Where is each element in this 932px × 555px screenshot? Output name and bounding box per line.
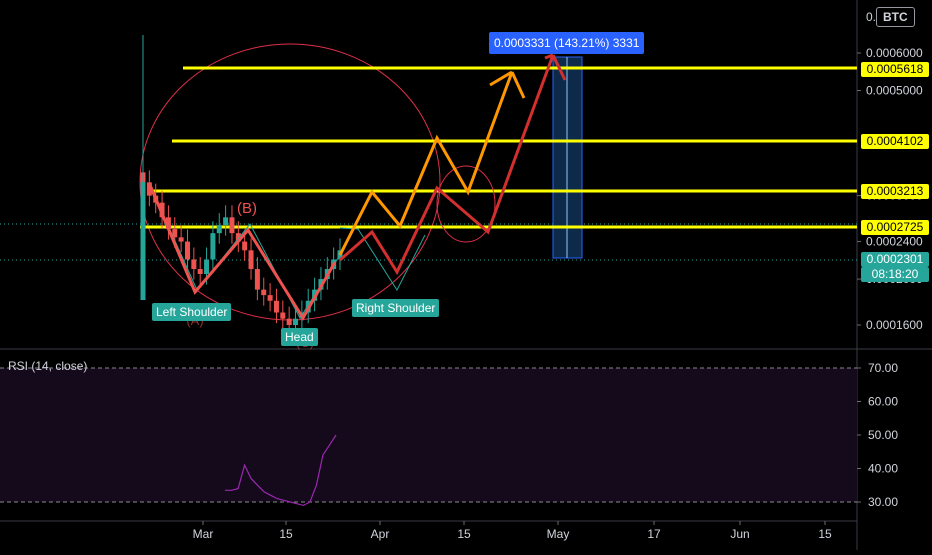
price-tag-level-1: 0.0005618 [861,62,929,77]
rsi-tick-label: 40.00 [868,462,898,476]
rsi-band [0,368,857,502]
rsi-tick-label: 70.00 [868,361,898,375]
candle-body [235,233,241,242]
candle-body [273,300,279,313]
candle-spike-body [140,182,146,300]
pattern-circle [139,43,441,321]
price-tag-countdown: 08:18:20 [861,267,929,282]
target-label: 0.0003331 (143.21%) 3331 [489,32,645,54]
candle-body [204,259,210,274]
candle-body [286,318,292,325]
price-tick-label: 0.0001600 [866,318,923,332]
time-tick-label: Apr [371,527,390,541]
candle-body [280,312,286,319]
price-tick-label: 0.0002400 [866,235,923,249]
projection-red-tip [551,54,567,81]
candle-body [191,259,197,270]
rsi-tick-label: 60.00 [868,395,898,409]
candle-body [178,237,184,242]
head-label: Head [281,328,318,346]
time-axis-ticks: Mar 15 Apr 15 May 17 Jun 15 [193,521,832,541]
rsi-line [225,434,337,507]
candle-body [254,269,260,290]
pattern-zigzag-teal [339,227,426,292]
point-b-label: (B) [237,200,257,217]
candle-body [223,217,229,226]
small-circle [436,165,496,243]
candle-body [172,229,178,238]
candle-body [197,269,203,274]
rsi-tick-label: 50.00 [868,428,898,442]
candle-body [293,318,299,325]
price-tick-label: 0.0006000 [866,46,923,60]
time-tick-label: 17 [647,527,661,541]
candles-group[interactable] [140,35,343,336]
time-tick-label: 15 [279,527,293,541]
projection-red-head [544,53,554,60]
candle-body [229,217,235,234]
candle-body [216,225,222,234]
candle-body [165,217,171,230]
time-tick-label: May [547,527,570,541]
rsi-axis-ticks: 70.00 60.00 50.00 40.00 30.00 [857,361,898,509]
candle-body [184,241,190,260]
projection-orange-tip [510,71,526,99]
time-tick-label: 15 [818,527,832,541]
candle-body [261,289,267,296]
time-tick-label: 15 [457,527,471,541]
projection-orange-head [489,70,513,87]
projection-orange [338,71,514,256]
candle-body [242,241,248,251]
candle-body [146,182,152,196]
left-shoulder-label: Left Shoulder [152,303,232,321]
right-shoulder-label: Right Shoulder [352,299,440,317]
rsi-title[interactable]: RSI (14, close) [8,359,88,373]
candle-body [267,295,273,301]
price-tag-level-3: 0.0003213 [861,184,929,199]
price-tag-level-4: 0.0002725 [861,220,929,235]
abc-path [148,184,337,321]
candle-body [210,233,216,260]
currency-badge[interactable]: BTC [876,7,915,27]
price-tag-level-2: 0.0004102 [861,134,929,149]
rsi-tick-label: 30.00 [868,495,898,509]
candle-body [248,250,254,270]
time-tick-label: Jun [730,527,749,541]
time-tick-label: Mar [193,527,214,541]
price-tick-label: 0.0005000 [866,84,923,98]
price-tag-current: 0.0002301 [861,252,929,267]
projection-red [339,54,555,276]
